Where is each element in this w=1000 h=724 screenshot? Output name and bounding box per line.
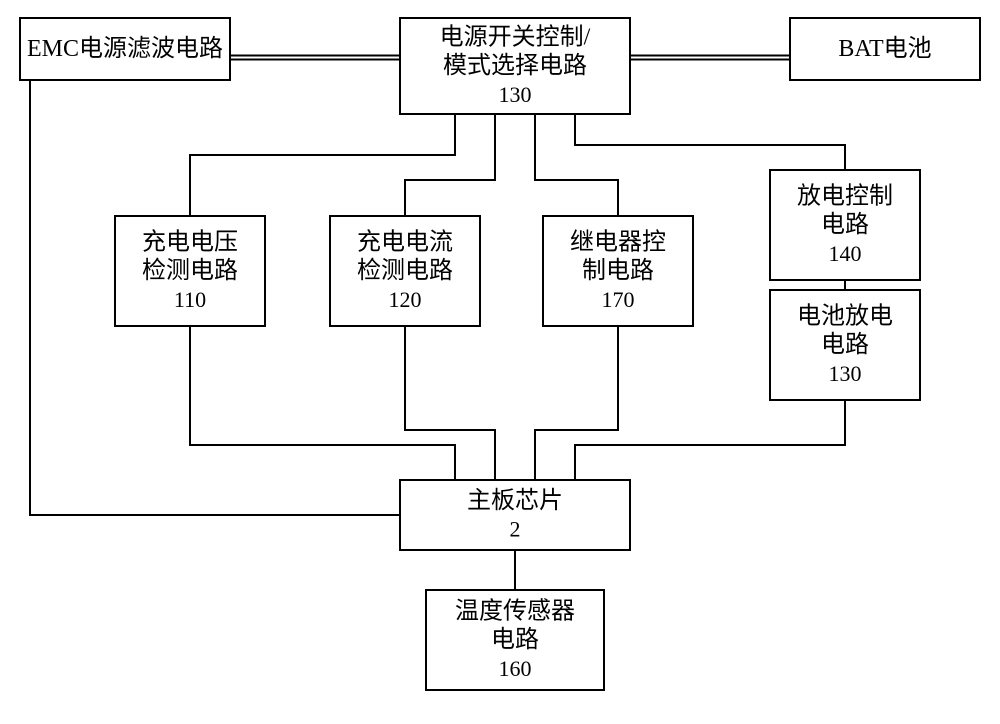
label: 130 (829, 361, 862, 386)
label: 检测电路 (142, 257, 238, 284)
label: 电池放电 (797, 302, 893, 329)
label: 110 (174, 287, 206, 312)
label: 160 (499, 656, 532, 681)
label: 2 (510, 517, 521, 542)
node-dctrl: 放电控制电路 140 (770, 170, 920, 280)
label: 170 (602, 287, 635, 312)
label: 电路 (491, 626, 539, 653)
node-cc: 充电电流检测电路 120 (330, 216, 480, 326)
label: 电源开关控制/ (440, 23, 591, 50)
label: 主板芯片 (467, 487, 563, 514)
label: 模式选择电路 (443, 52, 587, 79)
node-cv: 充电电压检测电路 110 (115, 216, 265, 326)
node-top_center: 电源开关控制/模式选择电路 130 (400, 18, 630, 114)
node-bat: BAT电池 (790, 18, 980, 80)
label: 140 (829, 241, 862, 266)
node-temp: 温度传感器电路 160 (426, 590, 604, 690)
label: 放电控制 (797, 182, 893, 209)
label: 130 (499, 82, 532, 107)
label: 温度传感器 (455, 597, 575, 624)
label: 继电器控 (570, 228, 666, 255)
label: 电路 (821, 331, 869, 358)
node-relay: 继电器控制电路 170 (543, 216, 693, 326)
node-emc: EMC电源滤波电路 (20, 18, 230, 80)
label: BAT电池 (838, 35, 931, 62)
label: 检测电路 (357, 257, 453, 284)
block-diagram: EMC电源滤波电路电源开关控制/模式选择电路130BAT电池充电电压检测电路11… (0, 0, 1000, 724)
label: 充电电流 (357, 228, 453, 255)
label: 120 (389, 287, 422, 312)
node-cpu: 主板芯片 2 (400, 480, 630, 550)
label: EMC电源滤波电路 (27, 35, 223, 62)
label: 制电路 (582, 257, 654, 284)
label: 充电电压 (142, 228, 238, 255)
label: 电路 (821, 211, 869, 238)
node-ddis: 电池放电电路 130 (770, 290, 920, 400)
